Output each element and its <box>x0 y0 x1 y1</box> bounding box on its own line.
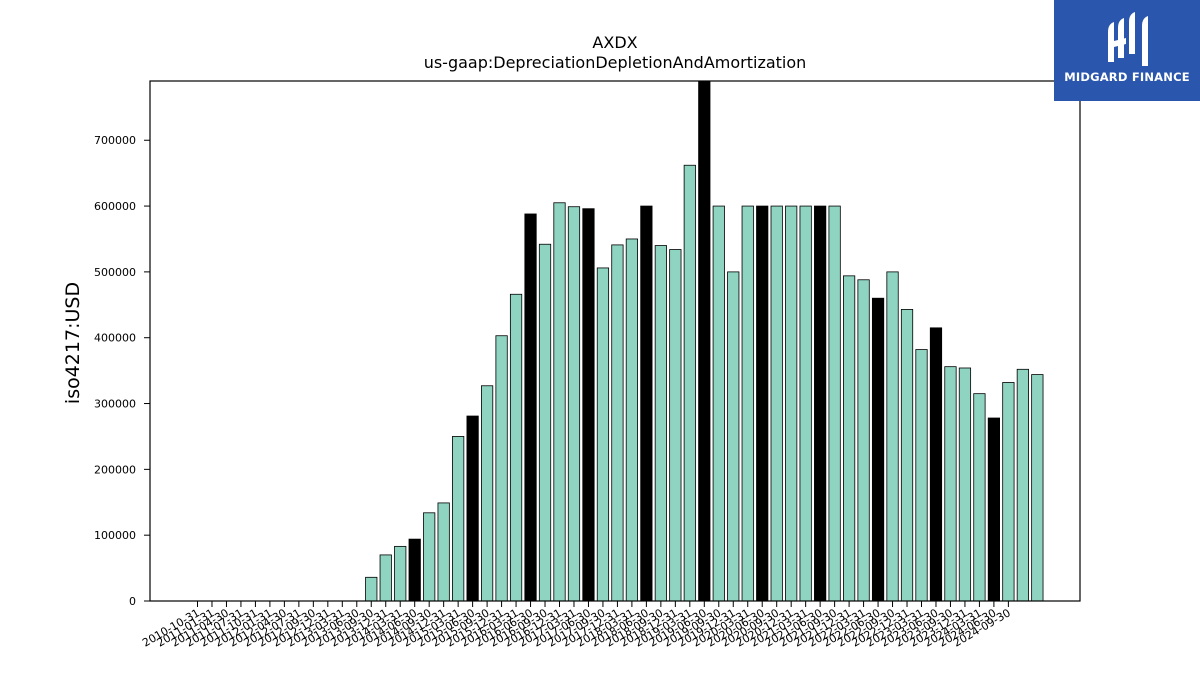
x-axis: 2010-10-312011-01-312011-04-302011-07-31… <box>140 601 1013 650</box>
bar <box>770 205 783 602</box>
bar <box>1002 382 1015 602</box>
y-axis-label: iso4217:USD <box>62 282 84 404</box>
bar <box>640 205 653 602</box>
bar <box>452 436 465 602</box>
y-tick-label: 300000 <box>94 398 136 411</box>
bar <box>654 245 667 602</box>
y-tick-label: 0 <box>129 595 136 608</box>
y-tick-label: 200000 <box>94 463 136 476</box>
bar <box>611 244 624 602</box>
bar <box>567 206 581 602</box>
bar <box>582 208 595 602</box>
bar <box>683 164 696 602</box>
chart-subtitle: us-gaap:DepreciationDepletionAndAmortiza… <box>424 53 807 72</box>
bar <box>495 335 508 602</box>
bar <box>785 205 798 602</box>
bar <box>596 267 610 602</box>
bar <box>987 417 1001 602</box>
bar <box>973 393 986 602</box>
bar <box>756 205 769 602</box>
bar <box>741 205 754 602</box>
bar <box>799 205 812 602</box>
bar <box>871 297 885 602</box>
plot-frame <box>149 80 1081 602</box>
y-tick-label: 100000 <box>94 529 136 542</box>
midgard-finance-logo: MIDGARD FINANCE <box>1054 0 1200 101</box>
bar <box>886 271 899 602</box>
bar <box>828 205 841 602</box>
bar <box>843 275 856 602</box>
bar <box>727 271 740 602</box>
y-tick-label: 400000 <box>94 332 136 345</box>
bar <box>394 545 407 602</box>
y-axis: 0 100000 200000 300000 400000 500000 600000 700… <box>94 134 150 608</box>
bar <box>509 293 523 602</box>
logo-text: MIDGARD FINANCE <box>1064 70 1190 84</box>
bar <box>944 366 957 602</box>
y-tick-label: 600000 <box>94 200 136 213</box>
bar <box>524 213 537 602</box>
bar <box>365 576 378 602</box>
bar <box>1031 374 1044 602</box>
bar <box>625 238 639 602</box>
bar <box>408 538 421 602</box>
bar <box>480 385 494 602</box>
bar <box>669 249 682 602</box>
bar <box>698 80 711 602</box>
bar <box>915 349 928 602</box>
bar <box>423 512 436 602</box>
bar <box>466 415 479 602</box>
y-tick-label: 500000 <box>94 266 136 279</box>
midgard-logo-icon <box>1108 12 1148 66</box>
bar <box>553 202 566 602</box>
bar <box>437 502 450 602</box>
bar <box>857 279 870 602</box>
chart-title: AXDX <box>592 33 637 52</box>
bar <box>814 205 827 602</box>
bars-group <box>365 80 1044 602</box>
bar <box>1016 368 1029 602</box>
bar <box>929 327 943 602</box>
bar <box>900 309 914 602</box>
y-tick-label: 700000 <box>94 134 136 147</box>
bar <box>958 367 972 602</box>
bar <box>379 554 392 602</box>
bar <box>712 205 725 602</box>
bar <box>538 243 552 602</box>
